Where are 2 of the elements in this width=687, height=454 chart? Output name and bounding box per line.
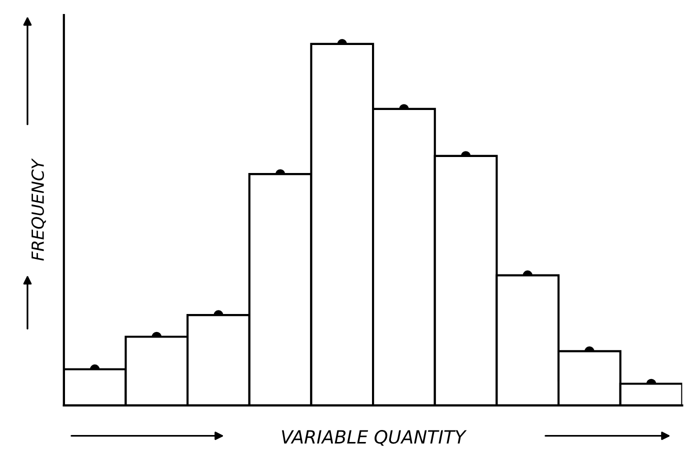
- x-axis-title: VARIABLE QUANTITY: [282, 430, 467, 446]
- y-axis-title: FREQUENCY: [31, 158, 46, 261]
